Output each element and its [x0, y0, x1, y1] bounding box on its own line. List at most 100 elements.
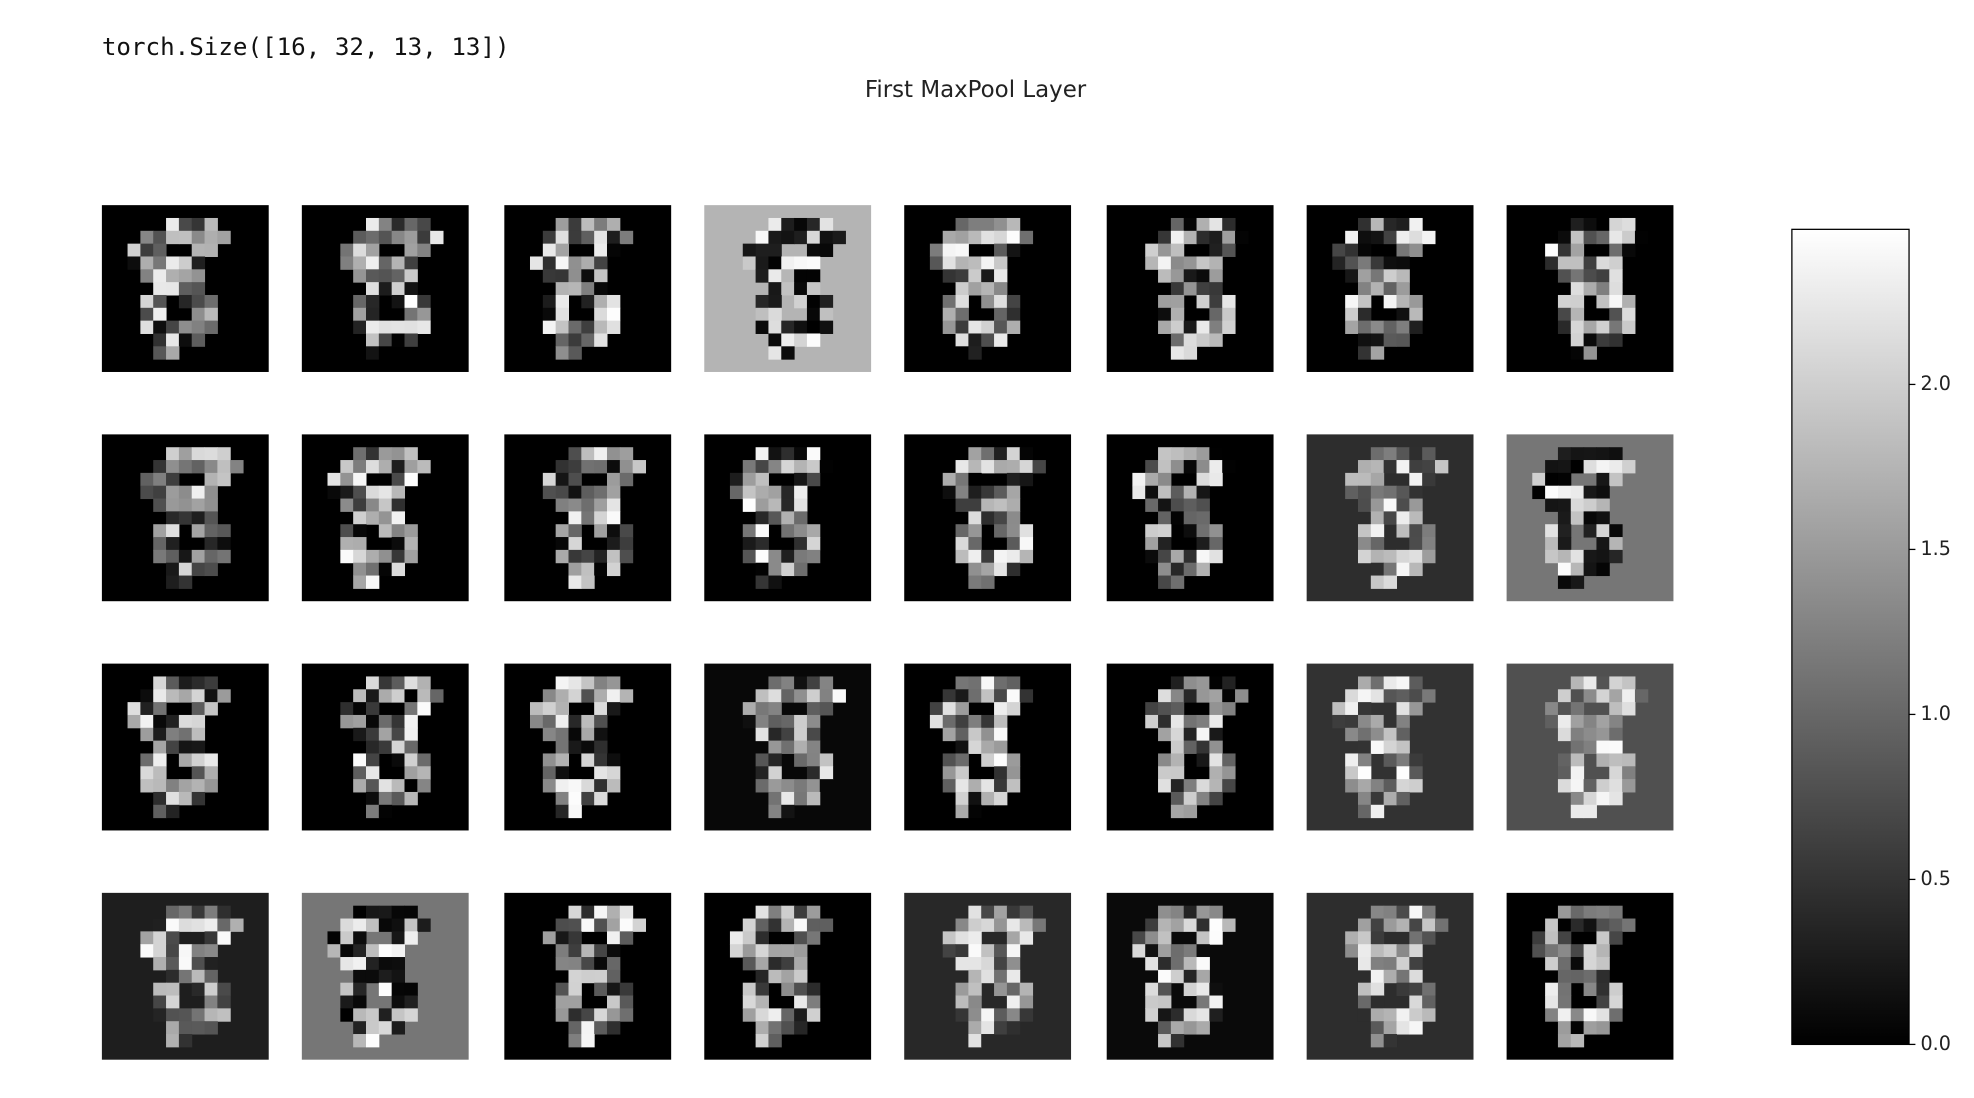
feature-map-pixel: [353, 269, 367, 283]
feature-map-pixel: [806, 702, 821, 716]
feature-map-pixel: [768, 320, 782, 334]
feature-map-pixel: [1370, 230, 1385, 245]
feature-map-pixel: [729, 944, 744, 958]
feature-map-pixel: [942, 307, 957, 322]
feature-map-pixel: [1183, 1008, 1198, 1022]
feature-map-pixel: [819, 779, 834, 793]
feature-map-pixel: [404, 524, 418, 538]
feature-map: [704, 663, 872, 831]
feature-map-pixel: [153, 804, 167, 819]
feature-map-pixel: [1158, 944, 1172, 958]
feature-map-pixel: [1209, 472, 1223, 487]
feature-map-pixel: [140, 779, 154, 793]
feature-map-pixel: [340, 243, 354, 257]
feature-map-pixel: [391, 537, 406, 551]
feature-map-pixel: [981, 689, 995, 703]
feature-map-pixel: [1183, 918, 1198, 932]
feature-map-pixel: [153, 282, 167, 296]
feature-map-pixel: [806, 918, 821, 932]
feature-map-pixel: [1596, 995, 1610, 1009]
feature-map-pixel: [755, 1008, 769, 1022]
feature-map-pixel: [1396, 307, 1410, 322]
feature-map-pixel: [555, 918, 570, 932]
feature-map-pixel: [1209, 676, 1223, 690]
feature-map-pixel: [217, 982, 231, 997]
feature-map-pixel: [994, 333, 1008, 347]
feature-map-pixel: [140, 727, 154, 742]
feature-map-pixel: [1609, 918, 1623, 932]
feature-map-pixel: [1557, 1021, 1572, 1035]
feature-map-pixel: [1183, 256, 1198, 270]
feature-map-pixel: [942, 702, 957, 716]
feature-map-pixel: [1183, 498, 1198, 512]
feature-map-pixel: [1222, 676, 1236, 690]
feature-map-pixel: [191, 766, 206, 780]
feature-map-pixel: [542, 472, 557, 487]
feature-map-pixel: [606, 472, 621, 487]
feature-map-pixel: [1583, 804, 1597, 819]
feature-map-pixel: [1557, 1034, 1572, 1048]
feature-map-pixel: [166, 982, 180, 997]
feature-map-pixel: [353, 511, 367, 525]
feature-map-pixel: [1396, 562, 1410, 577]
feature-map-pixel: [981, 905, 995, 920]
feature-map-pixel: [806, 689, 821, 703]
feature-map-pixel: [606, 307, 621, 322]
feature-map-pixel: [955, 676, 969, 690]
feature-map-pixel: [1609, 256, 1623, 270]
feature-map-pixel: [1370, 346, 1385, 360]
feature-map-pixel: [968, 779, 982, 793]
feature-map-pixel: [594, 511, 608, 525]
feature-map-pixel: [729, 485, 744, 500]
feature-map-pixel: [153, 727, 167, 742]
feature-map-pixel: [781, 524, 795, 538]
feature-map-pixel: [1396, 269, 1410, 283]
feature-map-pixel: [1396, 944, 1410, 958]
feature-map-pixel: [365, 498, 380, 512]
feature-map-pixel: [1557, 714, 1572, 729]
feature-map-pixel: [742, 524, 757, 538]
feature-map-pixel: [768, 256, 782, 270]
feature-map-pixel: [365, 1008, 380, 1022]
feature-map-pixel: [955, 524, 969, 538]
feature-map-pixel: [1196, 957, 1210, 971]
feature-map-pixel: [1158, 320, 1172, 334]
feature-map-pixel: [365, 727, 380, 742]
feature-map-pixel: [806, 931, 821, 945]
feature-map-pixel: [981, 447, 995, 461]
feature-map-pixel: [1409, 753, 1423, 767]
feature-map-pixel: [1132, 472, 1146, 487]
feature-map-pixel: [955, 957, 969, 971]
feature-map-pixel: [755, 957, 769, 971]
feature-map-pixel: [191, 524, 206, 538]
feature-map-pixel: [1170, 766, 1185, 780]
feature-map-pixel: [140, 944, 154, 958]
feature-map-pixel: [230, 918, 244, 932]
feature-map-pixel: [594, 1021, 608, 1035]
feature-map-pixel: [204, 982, 218, 997]
feature-map-pixel: [340, 918, 354, 932]
feature-map-pixel: [1609, 269, 1623, 283]
feature-map-pixel: [555, 995, 570, 1009]
feature-map-pixel: [1196, 969, 1210, 984]
feature-map-pixel: [1570, 804, 1585, 819]
feature-map-pixel: [1196, 791, 1210, 806]
feature-map-pixel: [1357, 485, 1372, 500]
feature-map-pixel: [204, 524, 218, 538]
feature-map-pixel: [1596, 282, 1610, 296]
feature-map-pixel: [1370, 256, 1385, 270]
feature-map-pixel: [981, 562, 995, 577]
feature-map-pixel: [191, 307, 206, 322]
feature-map-pixel: [391, 256, 406, 270]
feature-map-pixel: [204, 511, 218, 525]
feature-map-pixel: [1357, 1008, 1372, 1022]
feature-map-pixel: [581, 562, 595, 577]
feature-map-pixel: [794, 931, 808, 945]
feature-map-pixel: [555, 957, 570, 971]
feature-map-pixel: [1158, 727, 1172, 742]
feature-map-pixel: [140, 766, 154, 780]
feature-map-pixel: [955, 282, 969, 296]
feature-map-pixel: [594, 549, 608, 564]
feature-map-pixel: [217, 447, 231, 461]
feature-map-pixel: [391, 511, 406, 525]
